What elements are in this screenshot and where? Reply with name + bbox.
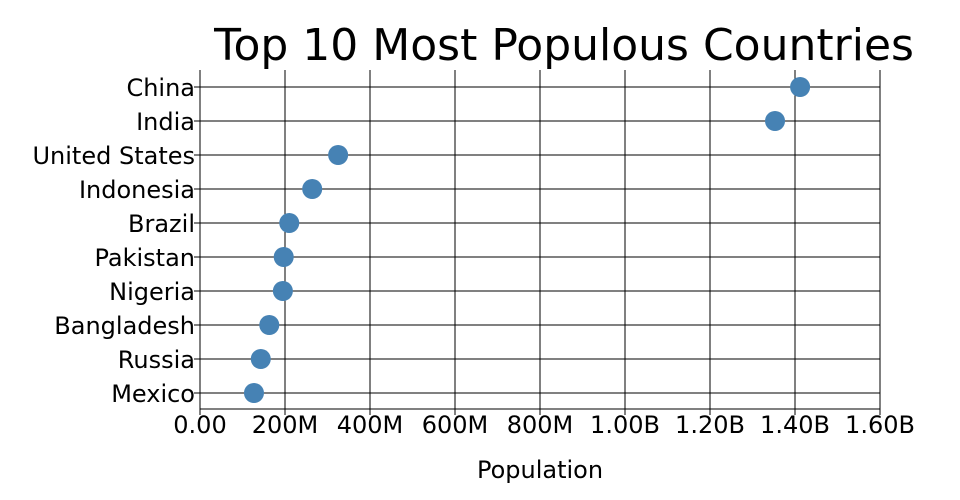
x-tick-labels: 0.00 200M 400M 600M 800M 1.00B 1.20B 1.40B 1.60B [173, 411, 915, 439]
y-tick-label: Russia [118, 346, 195, 374]
data-point-bangladesh [259, 315, 280, 335]
x-axis-title: Population [477, 456, 603, 484]
data-point-indonesia [302, 179, 323, 199]
x-tick-label: 1.60B [845, 411, 915, 439]
x-tick-label: 1.40B [760, 411, 830, 439]
chart-title: Top 10 Most Populous Countries [213, 20, 914, 71]
x-tick-label: 800M [507, 411, 574, 439]
data-point-pakistan [273, 247, 294, 267]
y-tick-label: Brazil [128, 210, 195, 238]
y-tick-labels: China India United States Indonesia Brazil Pa… [32, 74, 195, 408]
y-tick-label: United States [32, 142, 195, 170]
data-point-mexico [243, 383, 264, 403]
y-tick-label: Indonesia [79, 176, 195, 204]
axis-layer [194, 70, 881, 415]
data-point-india [765, 111, 786, 131]
x-tick-label: 400M [337, 411, 404, 439]
x-tick-label: 600M [422, 411, 489, 439]
y-tick-label: India [136, 108, 195, 136]
data-points [243, 77, 811, 403]
data-point-china [790, 77, 811, 97]
x-tick-label: 200M [252, 411, 319, 439]
data-point-united-states [328, 145, 349, 165]
data-point-nigeria [272, 281, 293, 301]
y-tick-label: Pakistan [95, 244, 196, 272]
x-tick-label: 0.00 [173, 411, 226, 439]
y-tick-label: Nigeria [109, 278, 195, 306]
data-point-russia [250, 349, 271, 369]
y-tick-label: Bangladesh [54, 312, 195, 340]
y-tick-label: China [126, 74, 195, 102]
x-tick-label: 1.00B [590, 411, 660, 439]
data-point-brazil [279, 213, 300, 233]
y-tick-label: Mexico [111, 380, 195, 408]
x-tick-label: 1.20B [675, 411, 745, 439]
